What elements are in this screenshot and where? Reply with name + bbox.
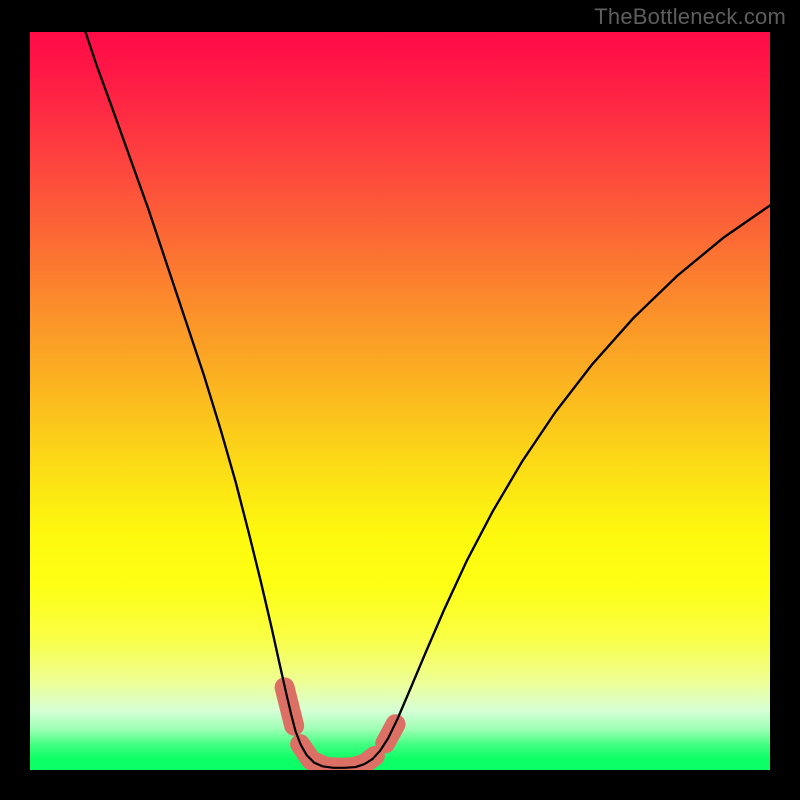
plot-background (30, 32, 770, 770)
watermark-text: TheBottleneck.com (594, 4, 786, 30)
bottleneck-chart (0, 0, 800, 800)
chart-frame: TheBottleneck.com (0, 0, 800, 800)
